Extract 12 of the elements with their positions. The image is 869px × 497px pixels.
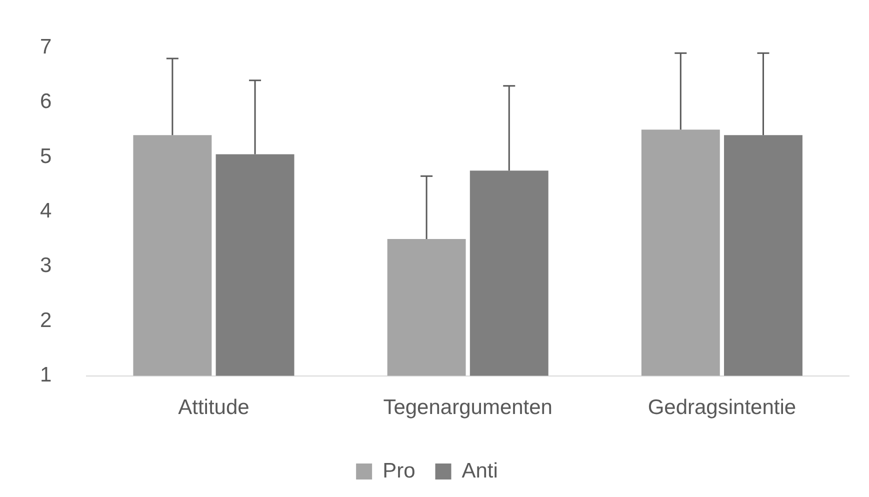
y-tick-label: 6 bbox=[40, 90, 52, 114]
x-tick-label: Gedragsintentie bbox=[648, 396, 796, 420]
y-tick-label: 1 bbox=[40, 364, 52, 387]
y-tick-label: 2 bbox=[40, 308, 52, 332]
x-tick-label: Attitude bbox=[178, 396, 250, 420]
y-tick-label: 5 bbox=[40, 144, 52, 168]
y-tick-label: 7 bbox=[40, 35, 52, 58]
legend-label: Pro bbox=[382, 459, 416, 482]
x-tick-label: Tegenargumenten bbox=[383, 396, 552, 420]
y-tick-label: 3 bbox=[40, 254, 52, 278]
y-tick-label: 4 bbox=[40, 199, 52, 222]
legend-label: Anti bbox=[462, 459, 498, 482]
